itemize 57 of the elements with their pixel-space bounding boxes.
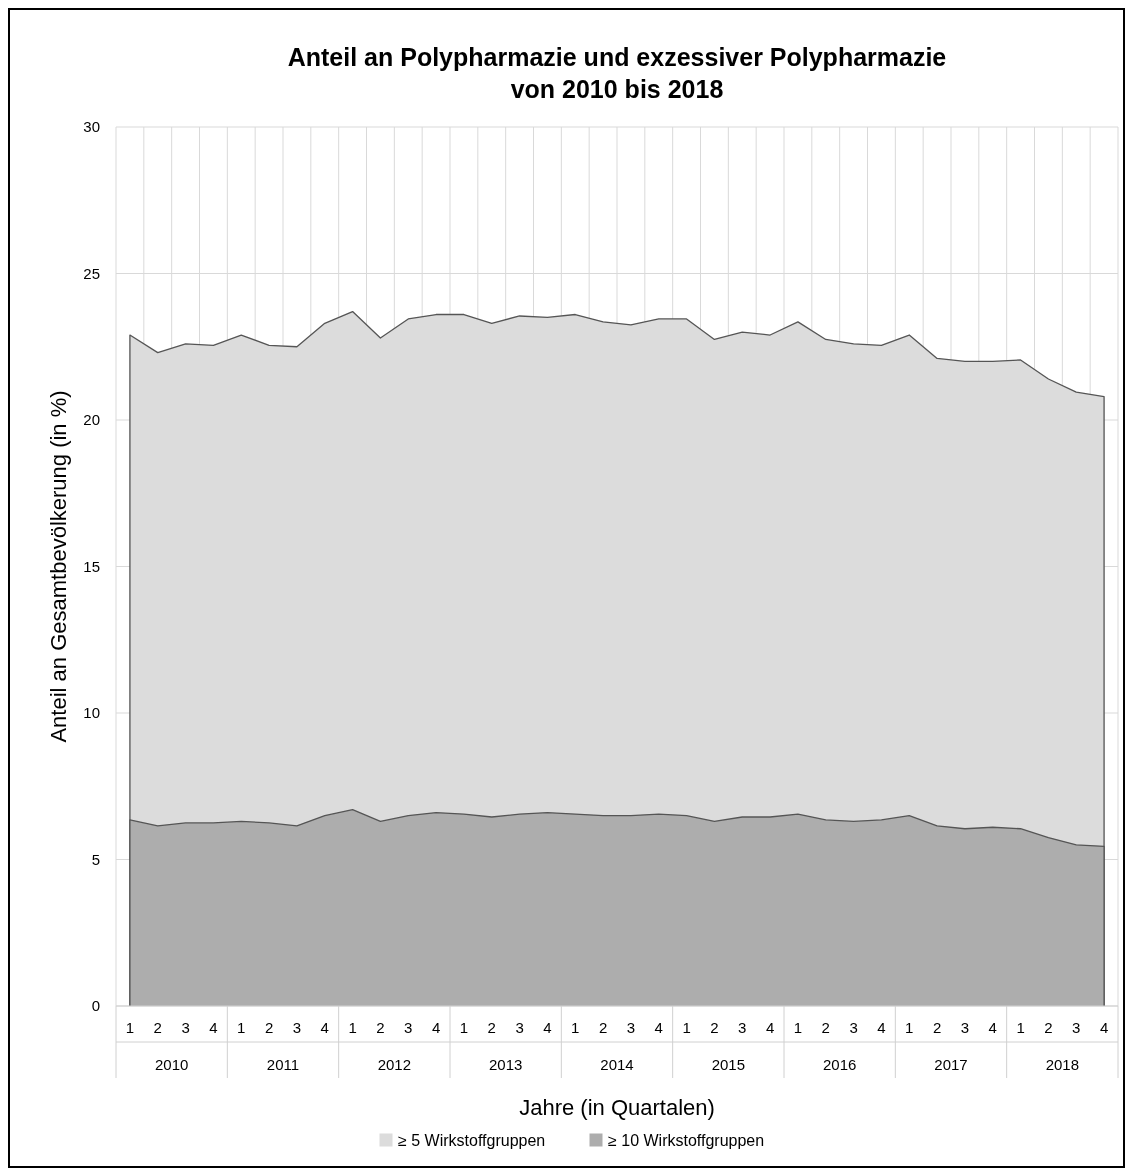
chart-title: Anteil an Polypharmazie und exzessiver Polypharmazie von 2010 bis 2018 — [287, 43, 947, 103]
x-tick-label: 1 — [237, 1019, 246, 1036]
x-tick-label: 3 — [181, 1019, 190, 1036]
y-tick-label: 0 — [91, 997, 100, 1015]
y-tick-label: 30 — [83, 118, 100, 136]
x-tick-label: 2 — [264, 1019, 274, 1036]
x-tick-label: 4 — [1099, 1019, 1109, 1036]
x-tick-label: 2 — [487, 1019, 496, 1036]
x-tick-label: 1 — [682, 1019, 691, 1036]
text: 2012 — [377, 1056, 412, 1073]
text: 2014 — [600, 1056, 634, 1073]
y-tick-label: 15 — [83, 557, 100, 575]
x-tick-label: 2 — [710, 1019, 719, 1036]
x-tick-label: 2 — [376, 1019, 385, 1036]
x-tick-label: 1 — [125, 1019, 135, 1036]
text: 2017 — [934, 1056, 968, 1073]
x-tick-label: 1 — [459, 1019, 469, 1036]
y-tick-label: 20 — [83, 411, 100, 429]
legend-label: ≥ 10 Wirkstoffgruppen — [608, 1132, 765, 1149]
text: 2011 — [266, 1056, 300, 1073]
x-tick-label: 3 — [738, 1019, 747, 1036]
x-tick-label: 1 — [905, 1019, 914, 1036]
y-axis-title: Anteil an Gesamtbevölkerung (in %) — [46, 390, 71, 743]
x-tick-label: 2 — [932, 1019, 942, 1036]
x-tick-label: 3 — [515, 1019, 524, 1036]
x-tick-label: 2 — [153, 1019, 162, 1036]
x-tick-label: 3 — [1072, 1019, 1081, 1036]
x-tick-label: 3 — [626, 1019, 636, 1036]
x-tick-label: 3 — [849, 1019, 858, 1036]
x-tick-label: 4 — [988, 1019, 997, 1036]
x-tick-label: 4 — [320, 1019, 329, 1036]
x-tick-label: 1 — [1016, 1019, 1025, 1036]
x-tick-label: 4 — [765, 1019, 775, 1036]
x-tick-label: 3 — [292, 1019, 302, 1036]
text: 2015 — [711, 1056, 746, 1073]
x-tick-label: 2 — [821, 1019, 830, 1036]
x-tick-label: 4 — [543, 1019, 552, 1036]
legend-label: ≥ 5 Wirkstoffgruppen — [398, 1132, 546, 1149]
y-tick-label: 25 — [83, 264, 100, 282]
y-tick-label: 10 — [83, 704, 100, 722]
x-tick-label: 4 — [654, 1019, 663, 1036]
x-tick-label: 1 — [348, 1019, 357, 1036]
x-tick-label: 3 — [404, 1019, 413, 1036]
text: 2013 — [488, 1056, 523, 1073]
y-tick-label: 5 — [91, 850, 100, 868]
x-axis-title: Jahre (in Quartalen) — [519, 1095, 715, 1120]
x-tick-label: 4 — [209, 1019, 218, 1036]
x-tick-label: 1 — [571, 1019, 580, 1036]
x-tick-label: 4 — [877, 1019, 886, 1036]
x-tick-label: 2 — [1044, 1019, 1053, 1036]
text: 2016 — [822, 1056, 857, 1073]
x-tick-label: 1 — [793, 1019, 803, 1036]
text: 2010 — [154, 1056, 189, 1073]
x-tick-label: 3 — [960, 1019, 970, 1036]
x-tick-label: 2 — [598, 1019, 608, 1036]
x-tick-label: 4 — [431, 1019, 441, 1036]
text: 2018 — [1045, 1056, 1080, 1073]
